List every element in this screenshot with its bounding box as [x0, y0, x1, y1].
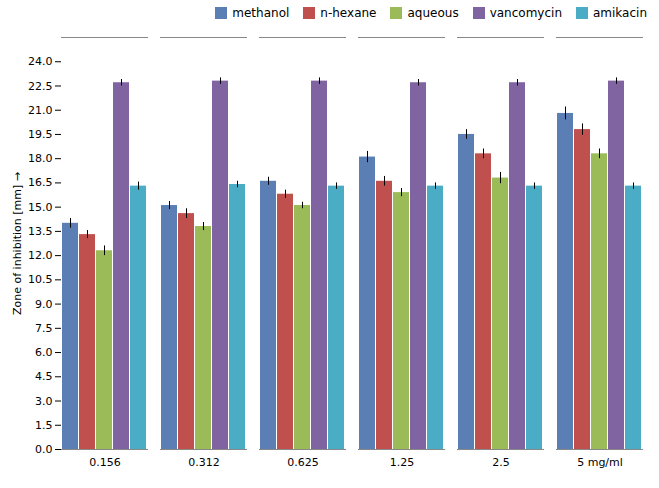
svg-text:15.0: 15.0	[28, 201, 53, 214]
svg-text:16.5: 16.5	[28, 176, 53, 189]
svg-text:19.5: 19.5	[28, 128, 53, 141]
svg-text:9.0: 9.0	[35, 298, 53, 311]
svg-text:4.5: 4.5	[35, 370, 53, 383]
svg-text:0.0: 0.0	[35, 443, 53, 456]
svg-text:6.0: 6.0	[35, 346, 53, 359]
svg-text:22.5: 22.5	[28, 79, 53, 92]
svg-text:21.0: 21.0	[28, 104, 53, 117]
svg-text:0.625: 0.625	[287, 456, 319, 469]
svg-text:12.0: 12.0	[28, 249, 53, 262]
svg-text:5 mg/ml: 5 mg/ml	[577, 456, 623, 469]
svg-text:1.25: 1.25	[390, 456, 415, 469]
svg-text:0.156: 0.156	[89, 456, 121, 469]
svg-text:18.0: 18.0	[28, 152, 53, 165]
svg-text:13.5: 13.5	[28, 225, 53, 238]
svg-text:7.5: 7.5	[35, 322, 53, 335]
svg-text:2.5: 2.5	[492, 456, 510, 469]
svg-text:3.0: 3.0	[35, 395, 53, 408]
html-text:methanol: methanol	[232, 6, 290, 20]
html-text:amikacin: amikacin	[593, 6, 647, 20]
html-text:n-hexane: n-hexane	[320, 6, 377, 20]
svg-text:0.312: 0.312	[188, 456, 220, 469]
html-text:vancomycin: vancomycin	[489, 6, 562, 20]
svg-text:Zone of inhibition [mm] →: Zone of inhibition [mm] →	[11, 172, 24, 315]
html-text:aqueous: aqueous	[407, 6, 459, 20]
svg-text:24.0: 24.0	[28, 55, 53, 68]
svg-text:1.5: 1.5	[35, 419, 53, 432]
svg-text:10.5: 10.5	[28, 273, 53, 286]
